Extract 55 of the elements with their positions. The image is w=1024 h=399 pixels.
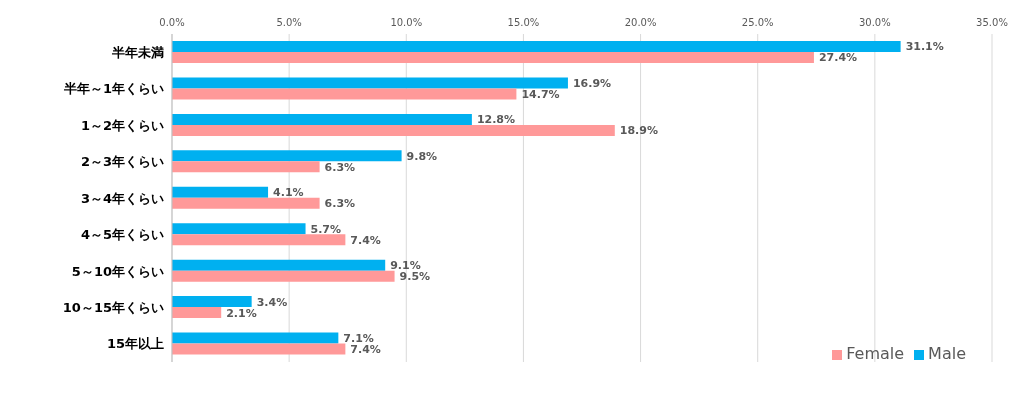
data-label: 18.9% [619,124,658,138]
y-tick-label: 4～5年くらい [80,227,164,243]
y-tick-label: 15年以上 [106,336,164,352]
bar [172,197,320,209]
bar [172,113,472,125]
bar [172,223,306,235]
y-tick-label: 1～2年くらい [80,117,164,133]
y-tick-label: 半年～1年くらい [62,81,164,97]
bar [172,343,346,355]
data-label: 31.1% [905,40,944,54]
x-tick-label: 0.0% [159,17,185,28]
x-tick-label: 25.0% [741,17,774,28]
bar [172,77,568,89]
x-tick-label: 10.0% [390,17,423,28]
data-label: 9.5% [399,270,431,284]
bar [172,150,402,162]
x-tick-label: 20.0% [624,17,657,28]
y-tick-label: 半年未満 [111,44,164,60]
bar [172,259,386,271]
bar [172,88,517,100]
data-label: 7.4% [350,233,381,247]
bar [172,124,615,136]
x-tick-label: 30.0% [858,17,891,28]
data-label: 2.1% [226,306,257,320]
y-tick-label: 10～15年くらい [62,299,164,315]
bar [172,186,269,198]
data-label: 7.4% [350,342,381,356]
legend-label: Female [846,344,905,363]
data-label: 3.4% [256,295,288,309]
data-label: 12.8% [476,113,516,127]
data-label: 14.7% [521,87,560,101]
bar [172,41,901,52]
x-tick-label: 35.0% [976,17,1008,28]
bar [172,52,814,63]
y-tick-label: 3～4年くらい [80,190,164,206]
data-label: 6.3% [324,197,356,211]
y-tick-label: 2～3年くらい [80,154,164,170]
bar [172,307,222,319]
data-label: 6.3% [324,160,356,174]
bar [172,234,346,246]
data-label: 7.1% [343,331,374,345]
x-tick-label: 15.0% [507,17,540,28]
data-label: 4.1% [273,186,304,200]
bar [172,332,339,344]
data-label: 27.4% [818,51,858,65]
data-label: 5.7% [310,222,342,236]
bar [172,161,320,173]
x-tick-label: 5.0% [276,17,302,28]
data-label: 9.1% [390,259,421,273]
legend-label: Male [928,344,966,363]
data-label: 16.9% [572,76,612,90]
y-tick-label: 5～10年くらい [71,263,164,279]
data-label: 9.8% [406,149,438,163]
bar [172,270,395,282]
bar [172,296,252,308]
